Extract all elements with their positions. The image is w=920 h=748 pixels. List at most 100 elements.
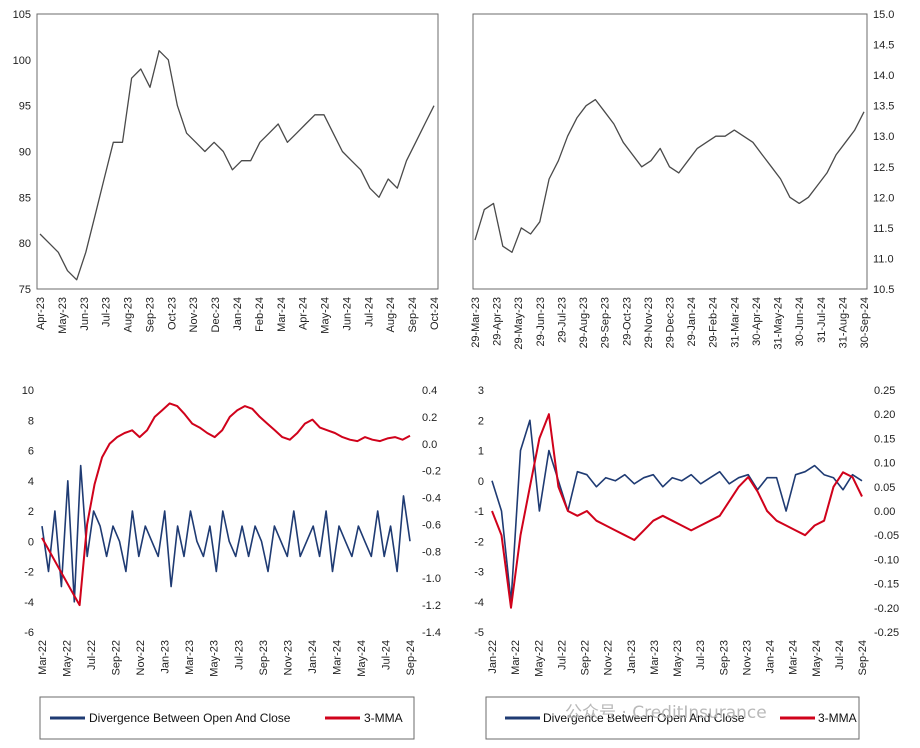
y-tick-label: 3 — [478, 385, 484, 397]
y-tick-label: -0.15 — [874, 579, 899, 591]
y-tick-label: 95 — [19, 101, 31, 113]
x-tick-label: Jul-23 — [695, 640, 707, 670]
y-tick-label: 12.0 — [873, 192, 894, 204]
x-tick-label: May-24 — [356, 640, 368, 677]
x-tick-label: Jul-23 — [233, 640, 245, 670]
y-tick-label: 14.0 — [873, 70, 894, 82]
x-tick-label: Sep-23 — [718, 640, 730, 675]
y-tick-label: -5 — [474, 627, 484, 639]
x-tick-label: May-24 — [320, 297, 332, 334]
x-tick-label: Jul-24 — [834, 640, 846, 670]
series-line-divergence — [41, 464, 411, 603]
y-tick-label: 12.5 — [873, 162, 894, 174]
x-tick-label: Jul-24 — [363, 297, 375, 327]
x-tick-label: Mar-24 — [331, 640, 343, 675]
legend-label-divergence: Divergence Between Open And Close — [543, 711, 745, 725]
y-tick-label: 13.0 — [873, 131, 894, 143]
x-tick-label: Nov-23 — [282, 640, 294, 675]
y-tick-label: 6 — [28, 446, 34, 458]
y-tick-label: 11.0 — [873, 253, 894, 265]
y-tick-label: -0.6 — [422, 519, 441, 531]
x-tick-label: Jan-24 — [765, 640, 777, 674]
x-tick-label: May-23 — [57, 297, 69, 334]
series-line-top-left — [39, 50, 435, 281]
y-tick-label: 1 — [478, 446, 484, 458]
x-tick-label: 29-Nov-23 — [643, 297, 655, 348]
y-tick-label: -2 — [474, 536, 484, 548]
x-tick-label: Nov-23 — [188, 297, 200, 332]
legend-bottom-right: Divergence Between Open And Close 3-MMA — [505, 711, 857, 725]
x-tick-label: Mar-22 — [510, 640, 522, 675]
y-tick-label: 80 — [19, 238, 31, 250]
y-tick-label: 0.15 — [874, 433, 895, 445]
y-tick-label: -0.25 — [874, 627, 899, 639]
x-tick-label: Jan-22 — [487, 640, 499, 674]
x-tick-label: Jan-24 — [307, 640, 319, 674]
x-tick-label: Jun-24 — [341, 297, 353, 331]
y-tick-label: 100 — [13, 55, 31, 67]
x-tick-label: Sep-24 — [857, 640, 869, 675]
x-tick-label: 29-Jun-23 — [535, 297, 547, 347]
y-tick-label: -2 — [24, 567, 34, 579]
x-tick-label: Sep-22 — [580, 640, 592, 675]
series-line-3mma — [41, 402, 411, 607]
x-tick-label: 31-Jul-24 — [816, 297, 828, 343]
x-tick-label: Aug-24 — [385, 297, 397, 332]
y-tick-label: 0 — [28, 536, 34, 548]
x-tick-label: Sep-22 — [111, 640, 123, 675]
x-tick-label: Feb-24 — [254, 297, 266, 332]
y-tick-label: 0.20 — [874, 409, 895, 421]
x-tick-label: 30-Jun-24 — [794, 297, 806, 347]
x-tick-label: 29-Mar-23 — [470, 297, 482, 348]
y-tick-label: -4 — [24, 597, 34, 609]
x-tick-label: Jul-22 — [86, 640, 98, 670]
panel-top-left-frame — [36, 13, 439, 290]
series-line-divergence — [491, 419, 863, 603]
x-tick-label: Jan-23 — [626, 640, 638, 674]
y-tick-label: 0.00 — [874, 506, 895, 518]
y-tick-label: 0.10 — [874, 458, 895, 470]
x-tick-label: May-22 — [62, 640, 74, 677]
y-tick-label: -3 — [474, 567, 484, 579]
y-tick-label: -1.4 — [422, 627, 441, 639]
y-tick-label: -0.05 — [874, 530, 899, 542]
y-tick-label: 0.05 — [874, 482, 895, 494]
y-tick-label: 10.5 — [873, 284, 894, 296]
x-tick-label: 29-Feb-24 — [708, 297, 720, 348]
x-tick-label: Dec-23 — [210, 297, 222, 332]
y-tick-label: 15.0 — [873, 9, 894, 21]
legend-label-3mma: 3-MMA — [818, 711, 857, 725]
y-tick-label: -1.0 — [422, 573, 441, 585]
legend-label-divergence: Divergence Between Open And Close — [89, 711, 291, 725]
x-tick-label: Oct-23 — [166, 297, 178, 330]
y-tick-label: 85 — [19, 192, 31, 204]
y-tick-label: 14.5 — [873, 40, 894, 52]
x-tick-label: 29-Oct-23 — [621, 297, 633, 346]
y-tick-label: 2 — [28, 506, 34, 518]
x-tick-label: Apr-24 — [298, 297, 310, 330]
x-tick-label: Mar-24 — [276, 297, 288, 332]
x-tick-label: Jan-23 — [160, 640, 172, 674]
y-tick-label: 0.0 — [422, 439, 437, 451]
x-tick-label: Oct-24 — [429, 297, 441, 330]
y-tick-label: 13.5 — [873, 101, 894, 113]
x-tick-label: 29-Jul-23 — [556, 297, 568, 343]
x-tick-label: 29-Sep-23 — [600, 297, 612, 348]
x-tick-label: Mar-23 — [184, 640, 196, 675]
y-tick-label: 2 — [478, 415, 484, 427]
y-tick-label: 90 — [19, 147, 31, 159]
x-tick-label: 31-Mar-24 — [729, 297, 741, 348]
y-tick-label: -0.2 — [422, 466, 441, 478]
y-tick-label: 0.25 — [874, 385, 895, 397]
x-tick-label: Jul-22 — [556, 640, 568, 670]
series-line-top-right — [474, 98, 865, 253]
x-tick-label: Mar-24 — [788, 640, 800, 675]
y-tick-label: -0.10 — [874, 554, 899, 566]
y-tick-label: 0.4 — [422, 385, 437, 397]
x-tick-label: Aug-23 — [123, 297, 135, 332]
x-tick-label: 29-Dec-23 — [665, 297, 677, 348]
x-tick-label: Sep-23 — [144, 297, 156, 332]
watermark: 公众号 · CreditInsurance — [565, 703, 767, 723]
x-tick-label: Jul-24 — [380, 640, 392, 670]
series-line-3mma — [491, 413, 863, 609]
